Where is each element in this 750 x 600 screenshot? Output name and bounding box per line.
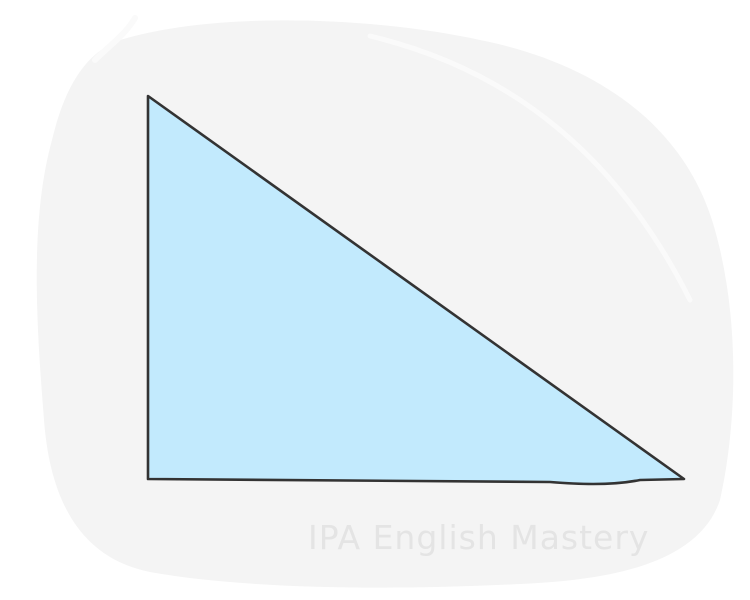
background-sketch-stroke — [367, 33, 693, 303]
right-triangle-icon — [146, 94, 686, 486]
background-sketch-stroke — [92, 15, 138, 63]
